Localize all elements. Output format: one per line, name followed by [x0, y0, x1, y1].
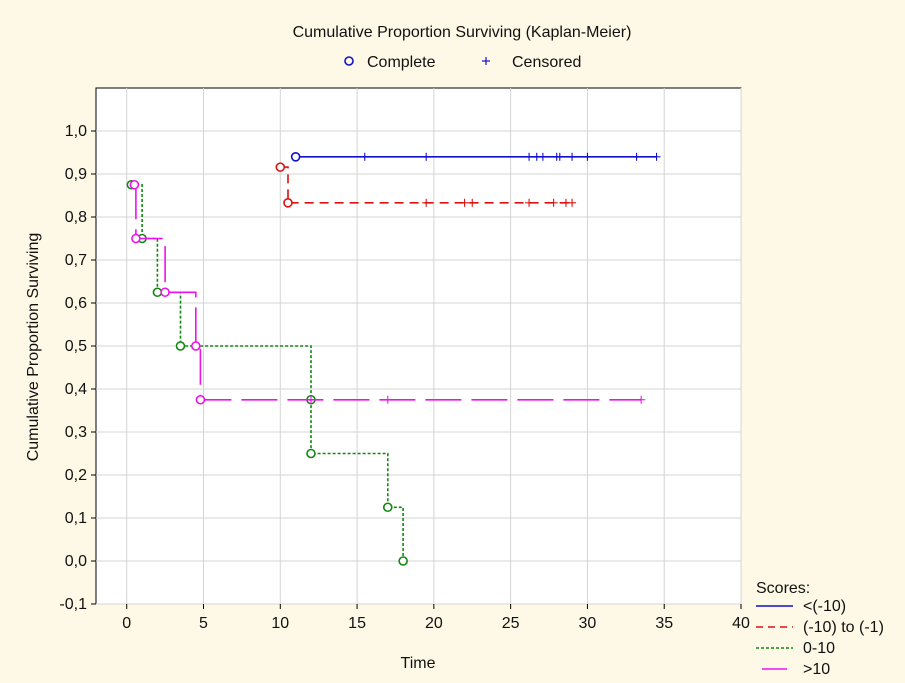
legend-entry-label: <(-10) — [803, 598, 846, 615]
censored-marker — [460, 198, 469, 207]
complete-marker — [275, 162, 286, 172]
series-legend: Scores: <(-10) (-10) to (-1) 0-10 >10 — [756, 580, 884, 678]
y-tick-label: 0,0 — [65, 553, 87, 570]
series-4-10 — [129, 179, 646, 405]
y-tick-label: 1,0 — [65, 123, 87, 140]
y-tick-label: 0,3 — [65, 424, 87, 441]
censored-marker — [538, 152, 547, 161]
series-2-10-to-1 — [275, 162, 577, 208]
complete-marker — [131, 233, 141, 244]
survival-curve — [134, 184, 642, 401]
marker-legend-complete-label: Complete — [367, 54, 436, 71]
censored-marker — [422, 198, 431, 207]
x-tick-label: 15 — [348, 615, 366, 632]
complete-marker — [195, 394, 206, 405]
series-layer — [126, 152, 661, 566]
y-tick-label: 0,5 — [65, 338, 87, 355]
y-tick-label: 0,8 — [65, 209, 87, 226]
complete-marker — [283, 198, 293, 208]
grid — [96, 88, 742, 605]
censored-marker — [652, 152, 661, 161]
x-axis-label: Time — [401, 655, 436, 672]
x-tick-label: 10 — [271, 615, 289, 632]
x-tick-label: 0 — [122, 615, 131, 632]
y-axis-label: Cumulative Proportion Surviving — [25, 233, 42, 462]
censored-marker — [637, 395, 646, 404]
censored-marker — [307, 395, 315, 404]
censored-marker — [549, 198, 558, 207]
y-tick-label: 0,4 — [65, 381, 87, 398]
x-tick-label: 30 — [579, 615, 597, 632]
chart-title: Cumulative Proportion Surviving (Kaplan-… — [293, 24, 632, 41]
marker-legend-censored-label: Censored — [512, 54, 581, 71]
complete-marker — [382, 502, 393, 513]
marker-legend-complete-icon — [344, 56, 354, 66]
legend-entry-label: (-10) to (-1) — [803, 619, 884, 636]
complete-marker — [398, 556, 408, 566]
y-tick-label: 0,6 — [65, 295, 87, 312]
x-tick-label: 25 — [502, 615, 520, 632]
complete-marker — [191, 341, 201, 351]
complete-marker — [290, 152, 301, 162]
censored-marker — [383, 395, 392, 404]
complete-marker — [129, 179, 140, 190]
censored-marker — [422, 152, 431, 161]
censored-marker — [525, 152, 534, 161]
y-tick-label: 0,7 — [65, 252, 87, 269]
y-axis: -0,1 0,0 0,1 0,2 0,3 0,4 0,5 0,6 0,7 0,8 0,9 1,0 — [59, 123, 96, 613]
censored-marker — [360, 152, 369, 161]
censored-marker — [583, 152, 592, 161]
censored-marker — [632, 152, 641, 161]
censored-marker — [568, 198, 577, 207]
series-1-10 — [290, 152, 661, 162]
censored-marker — [568, 152, 577, 161]
y-tick-label: 0,9 — [65, 166, 87, 183]
censored-marker — [555, 152, 564, 161]
legend-entry-label: >10 — [803, 661, 830, 678]
x-axis: 0 5 10 15 20 25 30 35 40 — [122, 604, 750, 632]
x-tick-label: 40 — [732, 615, 750, 632]
censored-marker — [525, 198, 534, 207]
censored-marker — [468, 198, 477, 207]
marker-legend: Complete Censored — [344, 54, 581, 71]
x-tick-label: 5 — [199, 615, 208, 632]
complete-marker — [152, 287, 163, 298]
complete-marker — [306, 448, 316, 459]
complete-marker — [175, 341, 186, 351]
marker-legend-censored-icon — [482, 57, 490, 65]
y-tick-label: 0,2 — [65, 467, 87, 484]
y-tick-label: 0,1 — [65, 510, 87, 527]
x-tick-label: 35 — [655, 615, 673, 632]
legend-title: Scores: — [756, 580, 810, 597]
complete-marker — [160, 287, 170, 298]
x-tick-label: 20 — [425, 615, 443, 632]
legend-entry-label: 0-10 — [803, 640, 835, 657]
y-tick-label: -0,1 — [59, 596, 87, 613]
